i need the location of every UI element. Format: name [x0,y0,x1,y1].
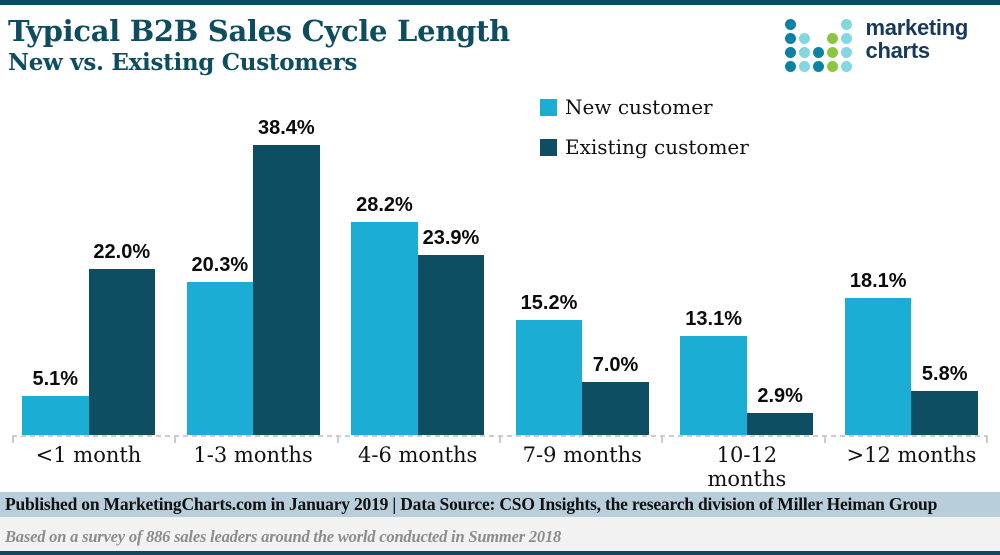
publication-bar: Published on MarketingCharts.com in Janu… [0,492,1000,517]
bar-chart: 5.1% 22.0% 20.3% 38.4% 28.2% 23.9% 15.2% 7.0% 13… [0,5,1000,491]
logo-word-marketing: marketing [865,15,969,40]
bar-existing-customer: 38.4% [253,117,320,435]
bar-existing-customer: 23.9% [417,227,485,435]
bar-value-label: 20.3% [191,254,249,276]
legend-label: New customer [565,95,713,119]
marketingcharts-logo: marketing charts [784,15,969,72]
logo-wordmark: marketing charts [865,15,969,64]
axis-tick [661,435,664,443]
x-axis-label: <1 month [35,443,142,467]
bar-existing-customer: 22.0% [88,241,155,435]
survey-note-bar: Based on a survey of 886 sales leaders a… [0,517,1000,555]
logo-dot-icon [826,47,838,58]
bar-value-label: 23.9% [422,227,480,249]
axis-tick [823,435,826,443]
page-subtitle: New vs. Existing Customers [8,49,358,77]
bar-value-label: 18.1% [849,270,907,292]
logo-dot-icon [840,61,852,72]
logo-dot-icon [840,47,852,58]
logo-dot-icon [798,47,810,58]
axis-tick [985,435,988,443]
x-axis-label: >12 months [846,443,977,467]
legend-item: Existing customer [540,135,749,159]
bar-value-label: 28.2% [356,194,413,216]
bar-new-customer: 15.2% [515,292,583,435]
bar-new-customer: 13.1% [680,308,747,435]
bar-group: 15.2% 7.0% [515,292,649,435]
x-axis-ticks [12,435,988,443]
bar-value-label: 38.4% [257,117,315,139]
logo-dot-icon [840,33,852,44]
chart-header: Typical B2B Sales Cycle Length New vs. E… [8,13,510,78]
x-axis-label: 1-3 months [193,443,313,467]
legend-label: Existing customer [565,135,749,159]
bar-value-label: 22.0% [93,241,151,263]
legend-swatch-icon [540,138,557,156]
logo-dot-icon [798,33,810,44]
bar-value-label: 13.1% [685,308,742,330]
page-title: Typical B2B Sales Cycle Length [8,14,510,48]
survey-note-text: Based on a survey of 886 sales leaders a… [5,526,562,546]
bar-new-customer: 18.1% [844,270,912,435]
logo-dot-icon [784,19,796,30]
logo-dot-icon [826,33,838,44]
legend-swatch-icon [540,98,557,116]
bar-value-label: 15.2% [520,292,578,314]
bar-group: 5.1% 22.0% [22,241,155,435]
logo-dot-icon [840,19,852,30]
axis-tick [174,435,177,443]
x-axis-label: 10-12 months [707,443,787,491]
logo-dot-icon [812,61,824,72]
logo-word-charts: charts [865,38,931,64]
bar-group: 13.1% 2.9% [680,308,814,435]
publication-text: Published on MarketingCharts.com in Janu… [5,494,938,514]
bar-existing-customer: 7.0% [582,354,649,435]
bottom-accent-border [0,551,1000,555]
logo-dot-icon [784,61,796,72]
bar-new-customer: 20.3% [186,254,254,435]
bar-group: 18.1% 5.8% [844,270,978,435]
bar-value-label: 5.8% [921,363,968,385]
bar-value-label: 5.1% [32,368,79,390]
logo-dot-icon [784,47,796,58]
axis-tick [12,435,14,443]
bar-new-customer: 28.2% [351,194,418,435]
logo-dot-icon [784,33,796,44]
bar-value-label: 2.9% [757,385,803,407]
legend-item: New customer [540,95,749,119]
bars-area: 5.1% 22.0% 20.3% 38.4% 28.2% 23.9% 15.2% 7.0% 13… [22,85,978,435]
logo-dot-grid-icon [784,19,852,72]
bar-existing-customer: 2.9% [746,385,814,435]
logo-dot-icon [826,61,838,72]
bar-group: 20.3% 38.4% [186,117,320,435]
bar-new-customer: 5.1% [22,368,89,435]
bar-existing-customer: 5.8% [911,363,978,435]
x-axis-label: 7-9 months [522,443,642,467]
logo-dot-icon [812,47,824,58]
x-axis-labels: <1 month 1-3 months 4-6 months 7-9 months 10… [22,443,978,491]
bar-value-label: 7.0% [592,354,639,376]
axis-tick [336,435,339,443]
x-axis-label: 4-6 months [358,443,478,467]
bar-group: 28.2% 23.9% [351,194,485,435]
axis-tick [498,435,501,443]
logo-dot-icon [798,61,810,72]
chart-legend: New customer Existing customer [540,95,749,175]
